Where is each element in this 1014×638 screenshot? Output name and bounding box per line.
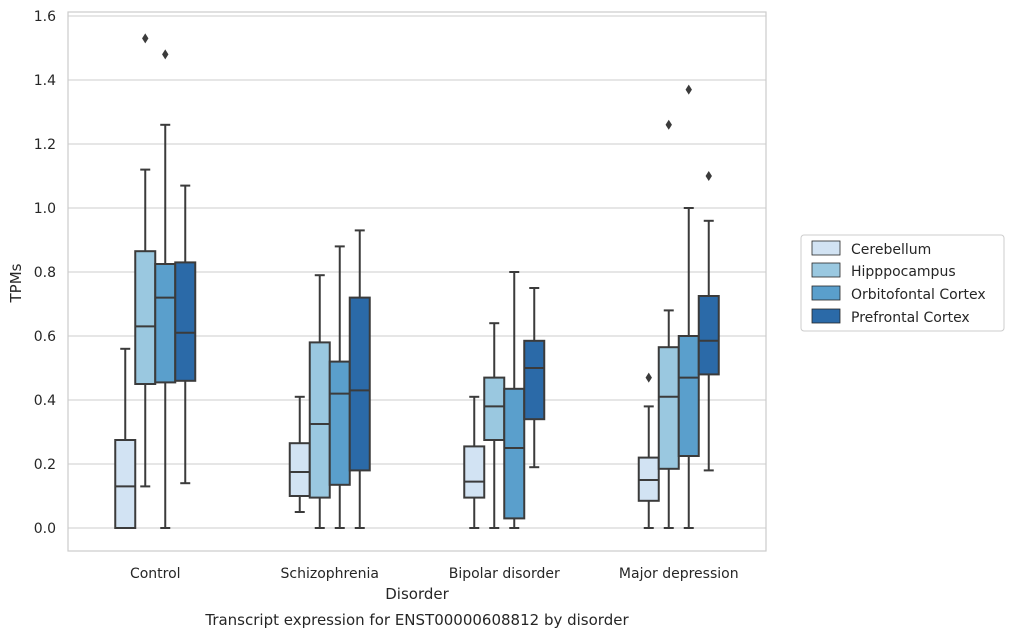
iqr-box bbox=[134, 250, 157, 385]
x-tick-labels: Control Schizophrenia Bipolar disorder Majo… bbox=[130, 566, 739, 582]
outlier-point bbox=[142, 33, 149, 44]
legend-swatch-prefrontal-cortex bbox=[811, 308, 841, 324]
iqr-box bbox=[697, 295, 720, 376]
iqr-box bbox=[483, 376, 506, 442]
iqr-box bbox=[308, 341, 331, 499]
x-tick-label-control: Control bbox=[130, 566, 181, 582]
box-control-cerebellum bbox=[114, 347, 137, 529]
box-schizophrenia-cerebellum bbox=[288, 395, 311, 513]
legend-frame bbox=[800, 234, 1005, 332]
iqr-box bbox=[657, 346, 680, 470]
box-groups bbox=[114, 33, 720, 529]
box-major-depression-prefrontal-cortex bbox=[697, 171, 720, 472]
outlier-point bbox=[665, 119, 672, 130]
box-major-depression-cerebellum bbox=[637, 372, 660, 529]
outlier-point bbox=[705, 171, 712, 181]
legend-swatch-cerebellum bbox=[811, 240, 841, 256]
box-control-orbitofontal-cortex bbox=[154, 49, 177, 529]
iqr-box bbox=[114, 439, 137, 529]
x-tick-label-schizophrenia: Schizophrenia bbox=[281, 566, 379, 582]
y-tick-label: 0.8 bbox=[34, 265, 56, 281]
outlier-point bbox=[645, 372, 652, 383]
figure-caption: Transcript expression for ENST0000060881… bbox=[204, 611, 629, 629]
iqr-box bbox=[328, 360, 351, 486]
legend-label-cerebellum: Cerebellum bbox=[851, 242, 931, 258]
box-control-hipppocampus bbox=[134, 33, 157, 488]
y-tick-label: 0.4 bbox=[34, 393, 56, 409]
iqr-box bbox=[463, 445, 486, 499]
box-major-depression-hipppocampus bbox=[657, 119, 680, 529]
box-schizophrenia-prefrontal-cortex bbox=[348, 229, 371, 529]
y-tick-labels: 0.0 0.2 0.4 0.6 0.8 1.0 1.2 1.4 1.6 bbox=[34, 9, 56, 537]
legend-label-hippocampus: Hipppocampus bbox=[851, 264, 956, 280]
y-tick-label: 1.2 bbox=[34, 137, 56, 153]
y-tick-label: 0.0 bbox=[34, 521, 56, 537]
x-axis-label: Disorder bbox=[385, 585, 449, 603]
iqr-box bbox=[288, 442, 311, 498]
box-bipolar-disorder-cerebellum bbox=[463, 395, 486, 529]
box-schizophrenia-orbitofontal-cortex bbox=[328, 245, 351, 529]
legend-swatch-hippocampus bbox=[811, 262, 841, 278]
legend-label-orbitofrontal-cortex: Orbitofontal Cortex bbox=[851, 287, 986, 303]
outlier-point bbox=[162, 49, 169, 60]
y-tick-label: 1.0 bbox=[34, 201, 56, 217]
x-tick-label-bipolar-disorder: Bipolar disorder bbox=[449, 566, 560, 582]
legend-swatch-orbitofrontal-cortex bbox=[811, 285, 841, 301]
legend-label-prefrontal-cortex: Prefrontal Cortex bbox=[851, 310, 970, 326]
y-axis-label: TPMs bbox=[7, 263, 25, 303]
box-bipolar-disorder-hipppocampus bbox=[483, 322, 506, 529]
plot-frame bbox=[67, 11, 767, 552]
box-bipolar-disorder-prefrontal-cortex bbox=[523, 287, 546, 469]
outlier-point bbox=[685, 84, 692, 95]
y-tick-label: 0.2 bbox=[34, 457, 56, 473]
box-control-prefrontal-cortex bbox=[174, 184, 197, 485]
y-tick-label: 1.6 bbox=[34, 9, 56, 25]
legend: Cerebellum Hipppocampus Orbitofontal Cor… bbox=[800, 234, 1005, 332]
y-tick-label: 1.4 bbox=[34, 73, 56, 89]
iqr-box bbox=[174, 261, 197, 382]
y-tick-label: 0.6 bbox=[34, 329, 56, 345]
iqr-box bbox=[677, 335, 700, 457]
iqr-box bbox=[523, 339, 546, 421]
box-bipolar-disorder-orbitofontal-cortex bbox=[503, 271, 526, 529]
box-schizophrenia-hipppocampus bbox=[308, 274, 331, 529]
iqr-box bbox=[154, 263, 177, 384]
box-major-depression-orbitofontal-cortex bbox=[677, 84, 700, 529]
x-tick-label-major-depression: Major depression bbox=[619, 566, 739, 582]
iqr-box bbox=[348, 296, 371, 472]
iqr-box bbox=[503, 387, 526, 520]
